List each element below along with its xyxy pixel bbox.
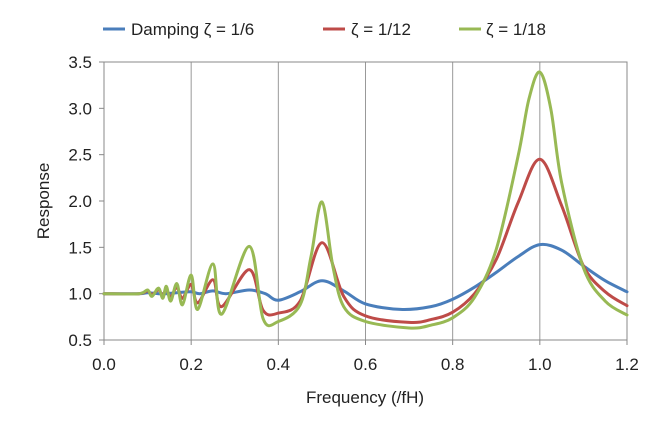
x-axis-title: Frequency (/fH): [306, 388, 424, 407]
x-tick-label: 0.6: [354, 355, 378, 374]
x-tick-label: 0.4: [267, 355, 291, 374]
y-tick-label: 2.5: [68, 146, 92, 165]
x-tick-label: 0.2: [179, 355, 203, 374]
y-tick-label: 0.5: [68, 331, 92, 350]
y-tick-label: 2.0: [68, 192, 92, 211]
x-tick-label: 1.2: [615, 355, 639, 374]
legend-label-1: ζ = 1/12: [351, 20, 411, 39]
gridlines: [190, 62, 541, 340]
y-tick-label: 1.5: [68, 238, 92, 257]
y-axis-title: Response: [34, 163, 53, 240]
y-tick-label: 1.0: [68, 285, 92, 304]
legend-label-0: Damping ζ = 1/6: [131, 20, 254, 39]
series-lines: [102, 70, 629, 330]
x-axis-ticks: 0.0 0.2 0.4 0.6 0.8 1.0 1.2: [92, 340, 639, 374]
x-tick-label: 0.8: [441, 355, 465, 374]
x-tick-label: 1.0: [528, 355, 552, 374]
y-axis-ticks: 0.5 1.0 1.5 2.0 2.5 3.0 3.5: [68, 53, 104, 350]
y-tick-label: 3.5: [68, 53, 92, 72]
series-line-2: [102, 70, 629, 330]
x-tick-label: 0.0: [92, 355, 116, 374]
y-tick-label: 3.0: [68, 99, 92, 118]
legend-label-2: ζ = 1/18: [486, 20, 546, 39]
chart-legend: Damping ζ = 1/6 ζ = 1/12 ζ = 1/18: [103, 20, 546, 39]
series-line-0: [102, 242, 629, 311]
